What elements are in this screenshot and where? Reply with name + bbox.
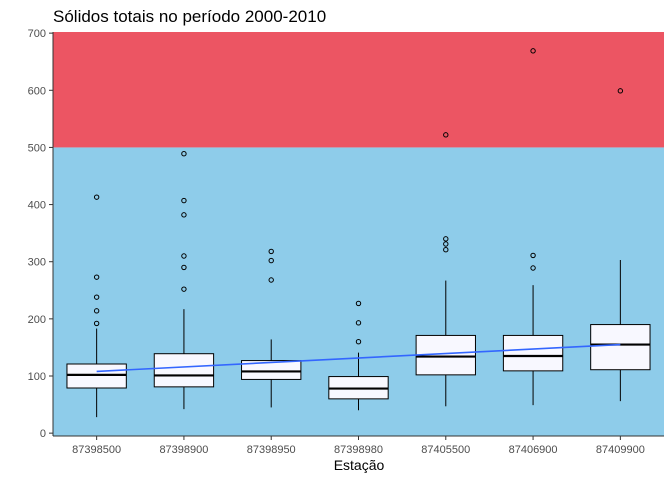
- x-tick-label-87398950: 87398950: [247, 444, 296, 456]
- box-87398500-outlier-3: [93, 274, 100, 280]
- box-87398950-outlier-2: [268, 248, 274, 255]
- y-tick-label-0: 0: [40, 428, 46, 440]
- box-87398980-outlier-2: [355, 300, 362, 307]
- y-tick-label-300: 300: [28, 257, 46, 269]
- chart-title: Sólidos totais no período 2000-2010: [53, 7, 326, 26]
- box-87406900-outlier-0: [530, 265, 536, 271]
- x-tick-label-87409900: 87409900: [596, 444, 645, 456]
- x-axis-label: Estação: [334, 457, 385, 473]
- box-87405500-outlier-3: [443, 132, 449, 138]
- box-87398500-outlier-1: [93, 308, 100, 314]
- box-87398950-iqr: [241, 360, 302, 380]
- x-tick-label-87398500: 87398500: [72, 444, 121, 456]
- box-87409900-iqr: [590, 324, 651, 371]
- box-87406900-outlier-2: [530, 48, 536, 54]
- x-tick-label-87398900: 87398900: [159, 444, 208, 456]
- box-87405500-outlier-2: [443, 236, 449, 242]
- y-tick-label-500: 500: [28, 142, 46, 154]
- box-87406900-iqr: [502, 334, 564, 372]
- box-87406900-outlier-1: [530, 252, 536, 259]
- x-tick-label-87398980: 87398980: [334, 444, 383, 456]
- box-87398500-outlier-0: [93, 320, 100, 327]
- box-87405500-outlier-1: [443, 241, 449, 247]
- y-tick-label-100: 100: [28, 371, 46, 383]
- box-87405500-outlier-0: [443, 247, 449, 253]
- box-87398900-outlier-1: [181, 264, 187, 271]
- box-87398950-outlier-0: [268, 277, 274, 283]
- background-band-1: [53, 32, 664, 148]
- x-tick-label-87405500: 87405500: [421, 444, 470, 456]
- y-tick-label-200: 200: [28, 314, 46, 326]
- box-87398500-outlier-4: [93, 194, 100, 200]
- box-87409900-outlier-0: [617, 88, 624, 94]
- box-87398900-outlier-4: [181, 197, 187, 204]
- y-tick-label-400: 400: [28, 200, 46, 212]
- box-87398950-outlier-1: [268, 257, 274, 264]
- x-tick-label-87406900: 87406900: [509, 444, 558, 456]
- box-87398900-outlier-2: [181, 253, 187, 259]
- box-87398500-iqr: [66, 363, 127, 389]
- box-87398500-outlier-2: [93, 294, 100, 300]
- box-87398980-outlier-1: [355, 320, 362, 326]
- trend-line: [96, 343, 621, 373]
- box-87398900-outlier-3: [181, 212, 187, 218]
- box-87398900-iqr: [153, 353, 215, 388]
- box-87398980-outlier-0: [355, 339, 362, 345]
- y-tick-label-600: 600: [28, 85, 46, 97]
- y-tick-label-700: 700: [28, 28, 46, 40]
- box-87398900-outlier-0: [181, 286, 187, 292]
- box-87398900-outlier-5: [181, 151, 187, 157]
